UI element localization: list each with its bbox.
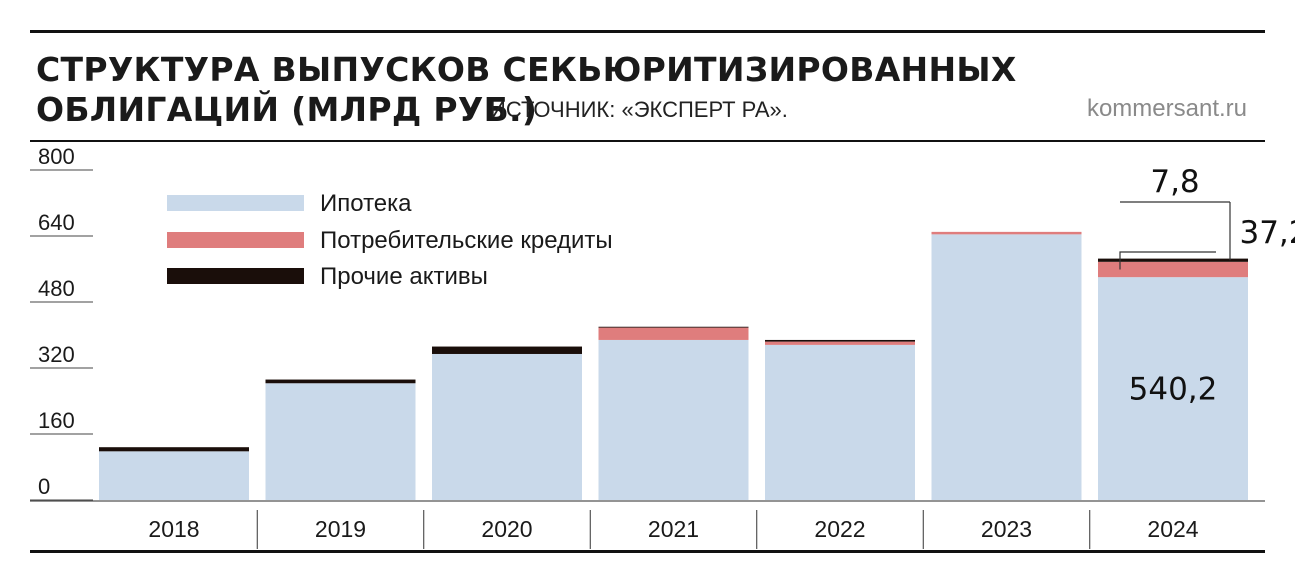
x-tick-label-2024: 2024 bbox=[1147, 516, 1198, 542]
y-tick-label-480: 480 bbox=[38, 276, 75, 301]
top-rule bbox=[30, 30, 1265, 33]
y-tick-label-0: 0 bbox=[38, 474, 50, 499]
bottom-rule bbox=[30, 550, 1265, 553]
bar-2021-series-1 bbox=[598, 339, 749, 500]
bar-2023-series-2 bbox=[931, 231, 1082, 235]
x-tick-label-2021: 2021 bbox=[648, 516, 699, 542]
x-tick-label-2022: 2022 bbox=[814, 516, 865, 542]
legend-label-3: Прочие активы bbox=[320, 263, 488, 290]
chart-title-line1: СТРУКТУРА ВЫПУСКОВ СЕКЬЮРИТИЗИРОВАННЫХ bbox=[36, 50, 1017, 89]
bar-2022-series-2 bbox=[765, 341, 915, 345]
bar-2018-series-3 bbox=[99, 447, 249, 452]
bar-2020-series-3 bbox=[432, 346, 582, 354]
x-tick-label-2019: 2019 bbox=[315, 516, 366, 542]
data-label-consumer-2024: 37,2 bbox=[1239, 215, 1295, 251]
bar-2021-series-2 bbox=[598, 327, 749, 340]
bar-2020-series-1 bbox=[432, 353, 582, 500]
source-note: ИСТОЧНИК: «ЭКСПЕРТ РА». bbox=[490, 97, 788, 122]
y-tick-label-160: 160 bbox=[38, 408, 75, 433]
legend-label-1: Ипотека bbox=[320, 190, 412, 217]
y-tick-label-320: 320 bbox=[38, 342, 75, 367]
header-divider bbox=[30, 140, 1265, 142]
x-tick-label-2023: 2023 bbox=[981, 516, 1032, 542]
legend-label-2: Потребительские кредиты bbox=[320, 227, 613, 254]
legend-swatch-2 bbox=[167, 232, 304, 248]
bar-2021-series-3 bbox=[598, 326, 749, 328]
legend-swatch-3 bbox=[167, 268, 304, 284]
data-label-other-2024: 7,8 bbox=[1150, 164, 1199, 200]
data-label-mortgage-2024: 540,2 bbox=[1129, 372, 1218, 408]
leader-line-consumer bbox=[1119, 251, 1216, 270]
y-tick-label-800: 800 bbox=[38, 144, 75, 169]
x-tick-label-2018: 2018 bbox=[148, 516, 199, 542]
y-tick-label-640: 640 bbox=[38, 210, 75, 235]
bar-2022-series-3 bbox=[765, 339, 915, 342]
site-credit: kommersant.ru bbox=[1086, 95, 1247, 122]
legend-swatch-1 bbox=[167, 195, 304, 211]
x-tick-label-2020: 2020 bbox=[481, 516, 532, 542]
bar-2019-series-3 bbox=[265, 379, 416, 384]
bar-2023-series-1 bbox=[931, 234, 1082, 500]
bar-2024-series-1 bbox=[1098, 277, 1248, 500]
bar-2024-series-3 bbox=[1098, 258, 1248, 262]
bar-2024-series-2 bbox=[1098, 261, 1248, 278]
bar-2022-series-1 bbox=[765, 344, 915, 500]
chart-title-line2: ОБЛИГАЦИЙ (МЛРД РУБ.) bbox=[36, 90, 538, 129]
bar-2018-series-1 bbox=[99, 451, 249, 500]
bar-2019-series-1 bbox=[265, 383, 416, 500]
